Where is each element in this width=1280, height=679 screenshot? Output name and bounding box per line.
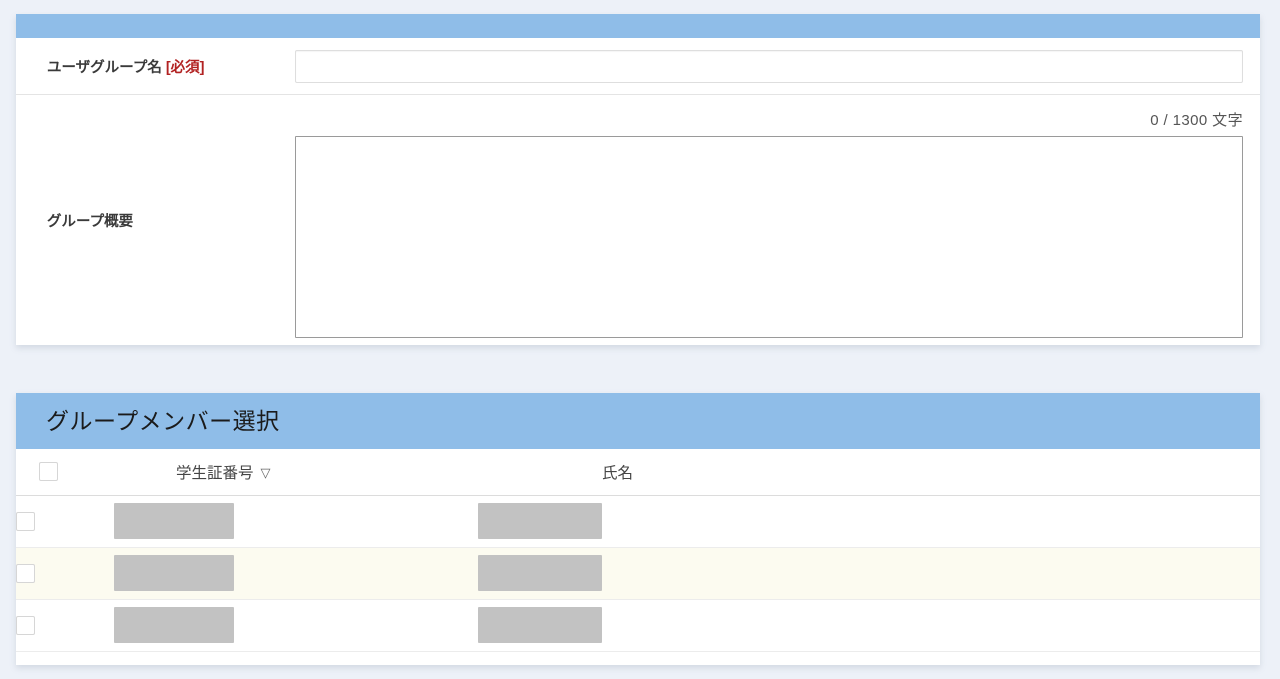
required-badge: [必須]	[165, 59, 205, 76]
member-selection-section-header: グループメンバー選択	[16, 393, 1260, 449]
full-name-header-cell[interactable]: 氏名	[478, 449, 1260, 496]
redacted-full-name	[478, 503, 602, 539]
group-description-textarea[interactable]	[295, 136, 1243, 338]
student-id-header-inner: 学生証番号 ▽	[114, 461, 478, 483]
table-row[interactable]	[16, 547, 1260, 599]
redacted-full-name	[478, 555, 602, 591]
member-table-body	[16, 495, 1260, 651]
redacted-student-id	[114, 607, 234, 643]
table-row[interactable]	[16, 599, 1260, 651]
member-table: 学生証番号 ▽ 氏名	[16, 449, 1260, 652]
row-select-checkbox[interactable]	[16, 563, 35, 583]
basic-info-panel: ユーザグループ名 [必須] グループ概要 0 / 1300 文字	[16, 14, 1260, 345]
row-select-checkbox[interactable]	[16, 615, 35, 635]
basic-info-section-header	[16, 14, 1260, 38]
row-checkbox-cell	[16, 599, 114, 651]
full-name-header-label: 氏名	[602, 464, 634, 482]
group-description-label-text: グループ概要	[47, 213, 134, 230]
table-row[interactable]	[16, 495, 1260, 547]
select-all-wrap	[16, 462, 114, 482]
student-id-header-label: 学生証番号	[176, 464, 254, 482]
row-student-id-cell	[114, 495, 478, 547]
redacted-student-id	[114, 555, 234, 591]
full-name-header-inner: 氏名	[478, 461, 1260, 483]
sort-descending-icon[interactable]: ▽	[260, 464, 271, 480]
student-id-header-cell[interactable]: 学生証番号 ▽	[114, 449, 478, 496]
redacted-student-id	[114, 503, 234, 539]
row-full-name-cell	[478, 495, 1260, 547]
select-all-checkbox[interactable]	[38, 462, 58, 482]
user-group-name-field-wrap	[295, 49, 1261, 83]
user-group-name-row: ユーザグループ名 [必須]	[16, 38, 1260, 95]
row-checkbox-cell	[16, 547, 114, 599]
row-full-name-cell	[478, 599, 1260, 651]
user-group-name-label: ユーザグループ名 [必須]	[16, 56, 295, 77]
group-member-selection-panel: グループメンバー選択 学生証番号 ▽	[16, 393, 1260, 665]
member-table-header-row: 学生証番号 ▽ 氏名	[16, 449, 1260, 496]
group-description-label: グループ概要	[16, 210, 295, 231]
group-description-row: グループ概要 0 / 1300 文字	[16, 95, 1260, 345]
member-table-head: 学生証番号 ▽ 氏名	[16, 449, 1260, 496]
row-select-checkbox[interactable]	[16, 511, 35, 531]
row-student-id-cell	[114, 547, 478, 599]
group-description-field-wrap: 0 / 1300 文字	[295, 95, 1261, 338]
character-counter: 0 / 1300 文字	[1150, 112, 1243, 129]
row-full-name-cell	[478, 547, 1260, 599]
select-all-header-cell	[16, 449, 114, 496]
row-checkbox-cell	[16, 495, 114, 547]
user-group-name-input[interactable]	[295, 49, 1243, 83]
row-student-id-cell	[114, 599, 478, 651]
user-group-name-label-text: ユーザグループ名	[47, 59, 162, 76]
redacted-full-name	[478, 607, 602, 643]
member-selection-title: グループメンバー選択	[46, 407, 280, 434]
